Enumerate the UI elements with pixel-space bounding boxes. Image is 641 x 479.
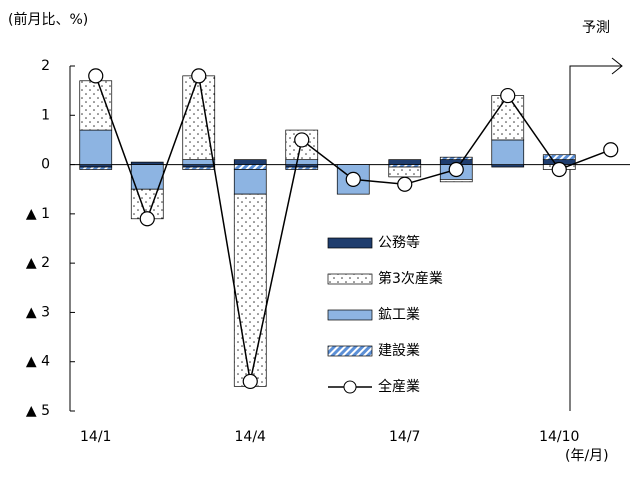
y-tick-label: ▲ 1 (26, 206, 50, 222)
x-unit-label: (年/月) (565, 448, 609, 464)
point (345, 171, 361, 187)
x-tick-label: 14/10 (539, 429, 579, 445)
bar-segment (388, 159, 422, 165)
y-tick-label: 1 (41, 107, 50, 123)
bar-segment (182, 166, 216, 170)
bar-segment (233, 169, 267, 195)
legend-swatch (327, 237, 373, 249)
bar-segment (79, 164, 113, 168)
forecast-arrow (569, 57, 623, 411)
bar-segment (233, 164, 267, 170)
bar-segment (79, 129, 113, 165)
bar-segment (285, 159, 319, 165)
bar-segment (285, 164, 319, 168)
y-tick-label: ▲ 2 (26, 255, 50, 271)
bar-segment (233, 159, 267, 165)
bar-segment (182, 159, 216, 165)
bar-segment (388, 166, 422, 178)
bar-segment (491, 164, 525, 168)
line (95, 72, 612, 382)
bar-segment (491, 139, 525, 165)
legend-marker (343, 380, 357, 394)
bar-segment (233, 193, 267, 387)
x-tick-label: 14/4 (235, 429, 267, 445)
legend-label: 鉱工業 (378, 306, 420, 323)
point (294, 132, 310, 148)
legend-label: 全産業 (378, 378, 420, 395)
x-tick-label: 14/1 (80, 429, 111, 445)
bar-segment (79, 166, 113, 170)
legend-label: 建設業 (378, 343, 420, 359)
bar-segment (542, 154, 576, 160)
legend-swatch (327, 345, 373, 357)
bar-segment (130, 161, 164, 165)
bar-segment (439, 156, 473, 160)
y-tick-label: 0 (41, 157, 50, 173)
forecast-label: 予測 (582, 20, 610, 36)
bar-segment (439, 179, 473, 183)
legend-swatch (327, 273, 373, 285)
bar-segment (182, 75, 216, 160)
point (603, 142, 619, 158)
point (88, 68, 104, 84)
point (191, 68, 207, 84)
y-tick-label: ▲ 3 (26, 304, 50, 320)
y-unit-label: (前月比、%) (8, 11, 88, 28)
point (448, 161, 464, 178)
point (397, 176, 413, 192)
y-tick-label: 2 (41, 58, 50, 74)
bar-segment (388, 164, 422, 168)
bar-segment (130, 164, 164, 190)
point (551, 161, 567, 178)
y-tick-label: ▲ 4 (26, 354, 50, 370)
legend-label: 第3次産業 (378, 270, 443, 287)
y-tick-label: ▲ 5 (26, 403, 50, 419)
point (500, 87, 516, 104)
legend-swatch (327, 309, 373, 321)
bar-segment (182, 164, 216, 168)
legend-label: 公務等 (378, 234, 420, 251)
x-tick-label: 14/7 (389, 429, 420, 445)
bar-segment (285, 166, 319, 170)
point (139, 211, 155, 227)
point (242, 373, 258, 390)
